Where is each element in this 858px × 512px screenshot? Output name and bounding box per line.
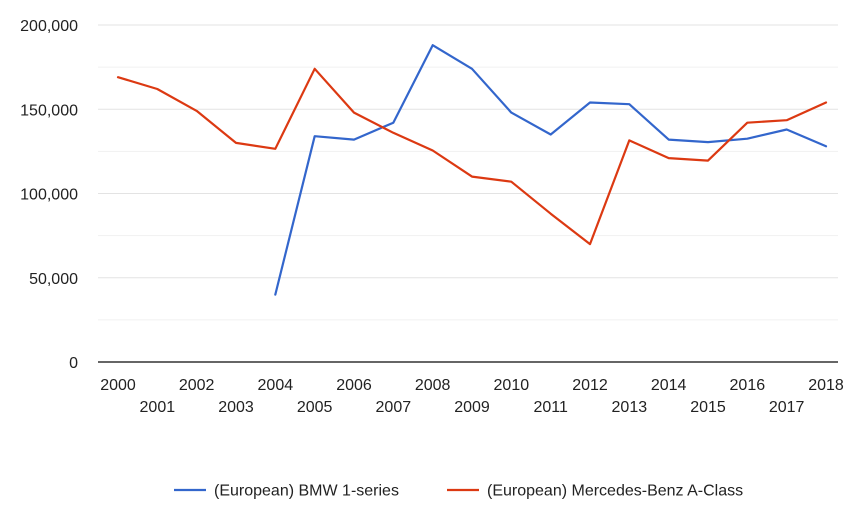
x-tick-label: 2013 (612, 399, 648, 416)
y-tick-label: 0 (69, 355, 78, 372)
x-tick-label: 2001 (140, 399, 176, 416)
x-tick-label: 2017 (769, 399, 805, 416)
x-tick-label: 2008 (415, 377, 451, 394)
x-tick-label: 2012 (572, 377, 608, 394)
series-lines (116, 44, 828, 296)
x-tick-label: 2004 (258, 377, 294, 394)
x-tick-label: 2006 (336, 377, 372, 394)
x-tick-label: 2009 (454, 399, 490, 416)
x-tick-label: 2014 (651, 377, 687, 394)
x-tick-label: 2003 (218, 399, 254, 416)
x-axis-ticks: 2000200120022003200420052006200720082009… (100, 377, 844, 416)
legend: (European) BMW 1-series (European) Merced… (174, 483, 743, 500)
x-tick-label: 2011 (533, 399, 568, 416)
x-tick-label: 2018 (808, 377, 844, 394)
x-tick-label: 2007 (376, 399, 412, 416)
y-tick-label: 200,000 (20, 18, 78, 35)
legend-label: (European) Mercedes-Benz A-Class (487, 483, 743, 500)
x-tick-label: 2000 (100, 377, 136, 394)
x-tick-label: 2010 (494, 377, 530, 394)
gridlines (98, 24, 838, 321)
x-tick-label: 2002 (179, 377, 215, 394)
legend-label: (European) BMW 1-series (214, 483, 399, 500)
y-tick-label: 50,000 (29, 271, 78, 288)
x-tick-label: 2015 (690, 399, 726, 416)
y-axis-ticks: 0 50,000 100,000 150,000 200,000 (20, 18, 78, 372)
y-tick-label: 100,000 (20, 187, 78, 204)
x-tick-label: 2016 (730, 377, 766, 394)
y-tick-label: 150,000 (20, 102, 78, 119)
series-line-0 (274, 44, 828, 296)
x-tick-label: 2005 (297, 399, 333, 416)
series-line-1 (116, 67, 828, 246)
